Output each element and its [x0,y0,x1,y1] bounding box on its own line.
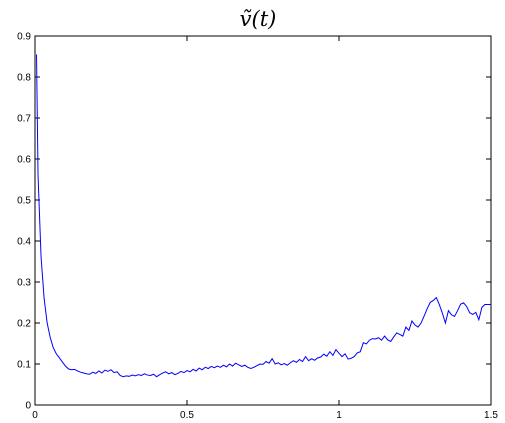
y-tick-label: 0.6 [17,155,31,166]
y-tick-label: 0.4 [17,237,31,248]
y-tick-label: 0.9 [17,32,31,43]
x-tick-label: 1.5 [484,410,498,421]
x-axis-tick-labels: 0 0.5 1 1.5 [32,410,498,421]
chart-title: ṽ(t) [240,7,277,31]
y-tick-label: 0.5 [17,196,31,207]
series-line [36,54,491,378]
y-tick-label: 0.7 [17,114,31,125]
axis-ticks [34,35,492,406]
y-tick-label: 0.8 [17,73,31,84]
x-tick-label: 0 [32,410,38,421]
x-tick-label: 0.5 [180,410,194,421]
y-tick-label: 0.3 [17,278,31,289]
plot-frame [34,35,492,406]
y-axis-tick-labels: 0 0.1 0.2 0.3 0.4 0.5 0.6 0.7 0.8 0.9 [17,32,31,412]
y-tick-label: 0.2 [17,319,31,330]
y-tick-label: 0.1 [17,360,31,371]
y-tick-label: 0 [25,401,31,412]
x-tick-label: 1 [336,410,342,421]
